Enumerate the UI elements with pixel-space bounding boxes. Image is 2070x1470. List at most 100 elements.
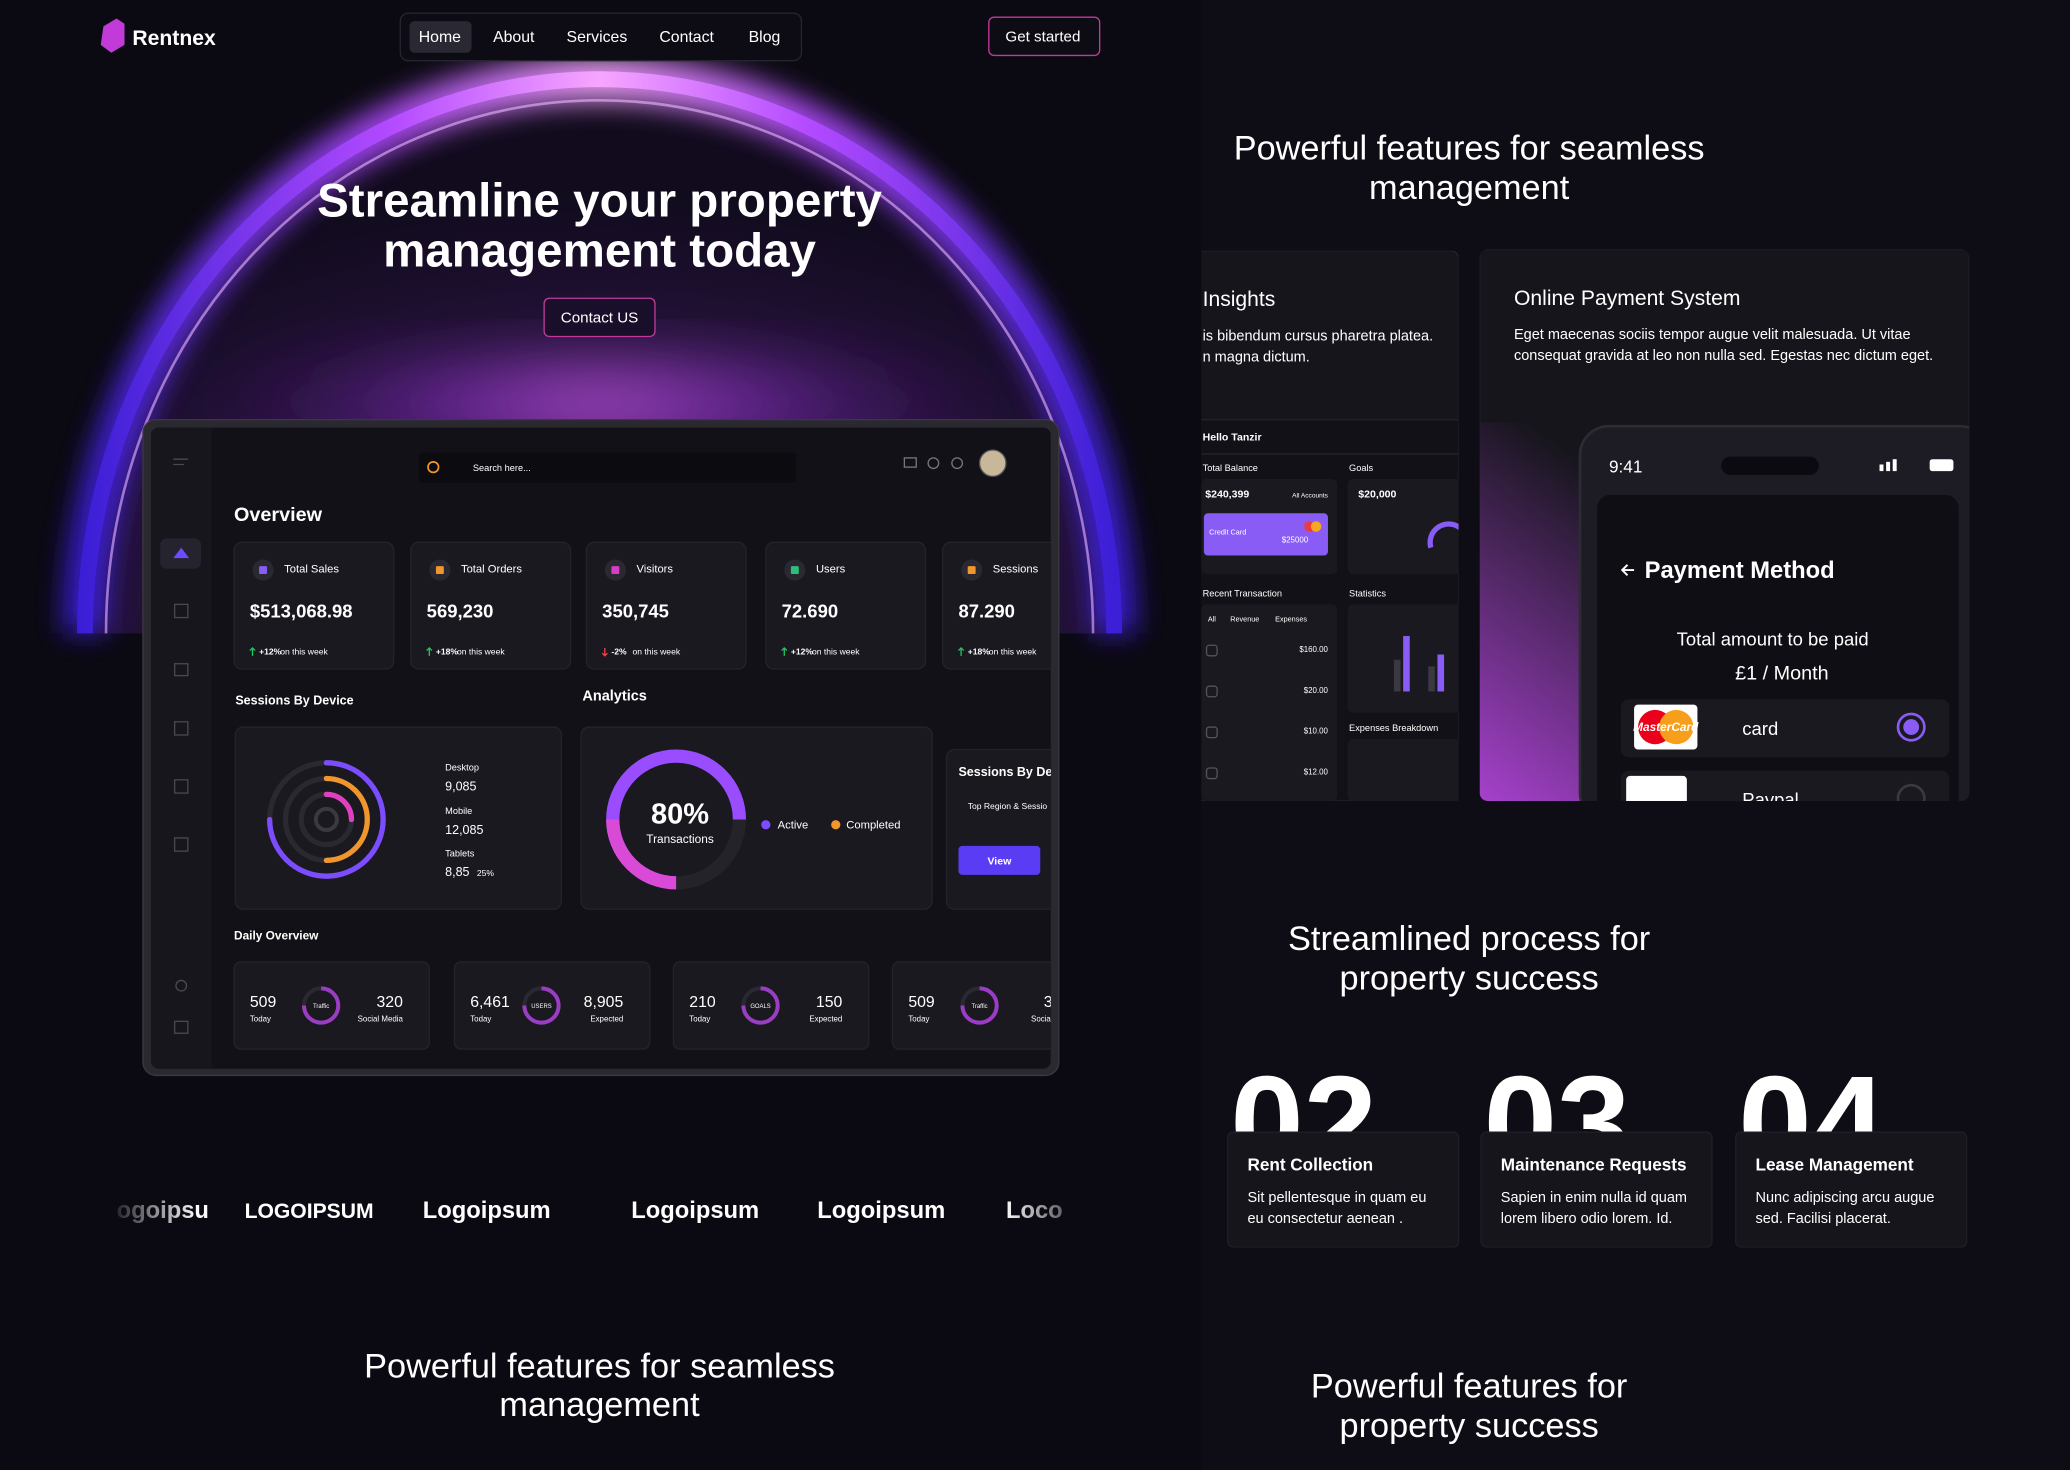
device-value: 9,085: [445, 779, 476, 793]
nav-link[interactable]: Blog: [749, 29, 781, 46]
daily-card: [891, 961, 1051, 1050]
daily-ring-arc: [960, 986, 999, 1025]
step-text: Nunc adipiscing arcu augue: [1755, 1190, 1934, 1206]
signal: [1879, 464, 1884, 472]
section-heading: Streamlined process for: [1288, 920, 1650, 958]
side-icon: [173, 603, 189, 619]
settings-icon[interactable]: [951, 457, 964, 470]
partner-logo: Logoipsum: [817, 1197, 945, 1224]
stat-note: on this week: [989, 647, 1037, 657]
daily-value: 210: [689, 994, 716, 1011]
txn-amount: $160.00: [1299, 645, 1328, 654]
step-text: Sit pellentesque in quam eu: [1247, 1190, 1426, 1206]
stat-card: [585, 541, 747, 670]
stat-note: on this week: [280, 647, 328, 657]
step-text: lorem libero odio lorem. Id.: [1501, 1211, 1673, 1227]
step-card: [1735, 1131, 1968, 1248]
step-number: 02: [1230, 1049, 1377, 1196]
mini-text: Goals: [1349, 463, 1373, 473]
section-heading: Powerful features for: [1311, 1367, 1627, 1405]
section-heading: Powerful features for seamless: [364, 1348, 835, 1386]
overview-heading: Overview: [234, 504, 323, 526]
stat-change: +12%: [259, 647, 282, 657]
card-title: Online Payment System: [1514, 287, 1740, 310]
mini-tab[interactable]: Revenue: [1230, 615, 1259, 624]
stat-card: [410, 541, 572, 670]
contact-label[interactable]: Contact US: [561, 310, 639, 327]
stat-value: 87.290: [958, 601, 1015, 622]
mini-tab[interactable]: All: [1208, 615, 1216, 624]
daily-ring-label: Traffic: [972, 1004, 988, 1010]
option-label[interactable]: Paypal: [1742, 789, 1798, 810]
stat-label: Sessions: [993, 564, 1039, 576]
mini-bar: [1403, 636, 1410, 692]
stat-label: Users: [816, 564, 846, 576]
step-text: eu consectetur aenean .: [1247, 1211, 1403, 1227]
daily-ring-arc: [301, 986, 341, 1025]
card-title: Sessions By Device: [235, 694, 353, 708]
section-heading: management: [1369, 169, 1570, 207]
card-text: Eget maecenas sociis tempor augue velit …: [1514, 327, 1911, 343]
mini-text: $240,399: [1205, 488, 1249, 500]
txn-icon: [1205, 644, 1218, 657]
daily-value: 509: [250, 994, 277, 1011]
donut-percent: 80%: [651, 798, 709, 830]
stat-icon-glyph: [435, 566, 444, 575]
bell-icon[interactable]: [927, 457, 940, 470]
daily-ring-label: Traffic: [313, 1004, 329, 1010]
section-heading: Powerful features for seamless: [1234, 130, 1705, 168]
nav-link[interactable]: About: [493, 29, 535, 46]
avatar[interactable]: [978, 449, 1007, 478]
daily-ring-label: GOALS: [750, 1004, 770, 1010]
stat-label: Total Orders: [461, 564, 522, 576]
option-row[interactable]: [1620, 770, 1950, 829]
nav-link[interactable]: Home: [419, 29, 461, 46]
step-title: Rent Collection: [1247, 1154, 1373, 1174]
mini-text: All Accounts: [1292, 492, 1329, 499]
ring-mobile: [323, 775, 370, 863]
radio[interactable]: [1896, 712, 1926, 742]
stat-note: on this week: [457, 647, 505, 657]
partner-logo: LOGOIPSUM: [245, 1200, 374, 1223]
option-row[interactable]: [1620, 699, 1950, 758]
sessions-card: [234, 726, 562, 910]
view-button[interactable]: [958, 845, 1041, 875]
search-bar[interactable]: [418, 452, 797, 483]
nav-link[interactable]: Contact: [659, 29, 714, 46]
signal: [1886, 461, 1891, 472]
cta-label[interactable]: Get started: [1005, 29, 1080, 46]
donut-caption: Transactions: [646, 832, 714, 846]
section-heading: management: [499, 1386, 700, 1424]
mini-card: [1201, 604, 1338, 801]
amount-label: Total amount to be paid: [1677, 628, 1869, 649]
radio[interactable]: [1896, 783, 1926, 811]
radio-dot: [1903, 719, 1920, 735]
nav-link[interactable]: Services: [567, 29, 628, 46]
back-arrow[interactable]: [1620, 564, 1635, 577]
search-placeholder[interactable]: Search here...: [473, 463, 531, 473]
stat-value: 350,745: [602, 601, 669, 622]
step-number: 03: [1484, 1049, 1631, 1196]
contact-button[interactable]: [543, 297, 656, 338]
phone-notch: [1721, 456, 1819, 476]
side-icon: [173, 721, 189, 736]
signal: [1892, 459, 1897, 472]
stat-note: on this week: [812, 647, 860, 657]
card-text: consequat gravida at leo non nulla sed. …: [1514, 348, 1933, 364]
stat-card: [765, 541, 927, 670]
daily-sub: Social M: [1031, 1014, 1061, 1023]
txn-amount: $12.00: [1304, 768, 1329, 777]
cta-button[interactable]: [988, 16, 1101, 57]
chat-icon[interactable]: [903, 457, 917, 468]
option-label[interactable]: card: [1742, 718, 1778, 739]
mc-circle: [1659, 709, 1694, 745]
side-icon: [173, 663, 189, 677]
daily-value: 6,461: [470, 994, 510, 1011]
daily-ring-arc: [741, 986, 780, 1025]
view-label[interactable]: View: [987, 855, 1012, 867]
daily-value: 32: [1044, 994, 1062, 1011]
side-icon: [173, 779, 189, 794]
mini-tab[interactable]: Expenses: [1275, 615, 1307, 624]
mini-text: Total Balance: [1203, 463, 1258, 473]
